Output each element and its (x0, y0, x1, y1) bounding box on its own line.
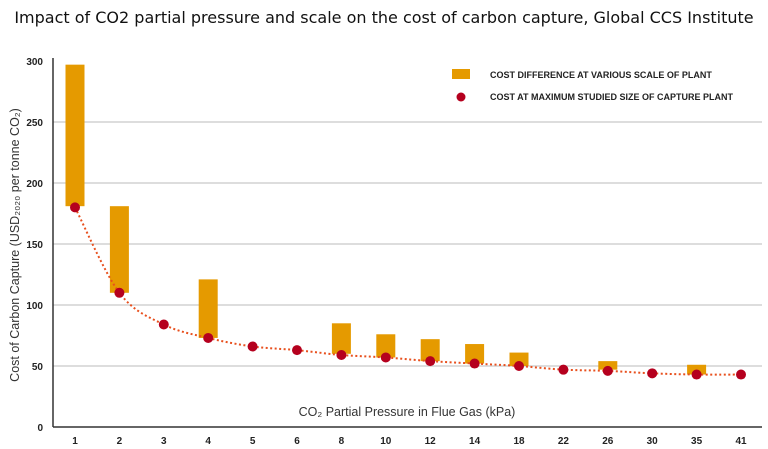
range-bar (65, 64, 85, 207)
range-bar (465, 344, 485, 364)
legend-label: COST AT MAXIMUM STUDIED SIZE OF CAPTURE … (490, 92, 733, 102)
y-tick-label: 300 (26, 57, 43, 68)
y-tick-label: 250 (26, 118, 43, 129)
range-bar (198, 279, 218, 338)
range-bar (331, 323, 351, 354)
range-bar (376, 334, 396, 358)
trendline (74, 206, 742, 376)
data-point (336, 350, 347, 361)
x-tick-label: 18 (513, 436, 525, 447)
x-tick-label: 26 (602, 436, 614, 447)
legend-label: COST DIFFERENCE AT VARIOUS SCALE OF PLAN… (490, 70, 712, 80)
y-tick-label: 150 (26, 240, 43, 251)
x-tick-label: 22 (558, 436, 570, 447)
x-tick-label: 8 (339, 436, 345, 447)
data-point (425, 356, 436, 367)
x-tick-label: 3 (161, 436, 167, 447)
x-tick-label: 41 (735, 436, 747, 447)
data-point (514, 361, 524, 371)
data-point (691, 369, 702, 380)
x-tick-label: 35 (691, 436, 703, 447)
range-bar (109, 206, 129, 293)
x-tick-label: 30 (647, 436, 659, 447)
y-axis-label: Cost of Carbon Capture (USD₂₀₂₀ per tonn… (8, 108, 22, 382)
x-tick-label: 4 (205, 436, 211, 447)
data-point (292, 345, 302, 356)
x-tick-label: 1 (72, 436, 78, 447)
y-tick-label: 200 (26, 179, 43, 190)
data-point (647, 368, 658, 379)
x-tick-label: 12 (425, 436, 437, 447)
range-bar (420, 339, 440, 362)
data-point (114, 287, 125, 298)
x-tick-label: 14 (469, 436, 481, 447)
x-tick-label: 10 (380, 436, 392, 447)
data-point (736, 369, 746, 380)
data-point (203, 332, 214, 343)
data-point (380, 352, 391, 363)
x-axis-label: CO₂ Partial Pressure in Flue Gas (kPa) (299, 405, 516, 419)
legend-swatch-point (456, 92, 466, 102)
y-tick-label: 50 (32, 362, 44, 373)
range-bar (509, 352, 529, 366)
chart-title: Impact of CO2 partial pressure and scale… (14, 8, 754, 27)
x-tick-label: 6 (294, 436, 300, 447)
data-point (469, 358, 480, 369)
data-point (70, 202, 80, 213)
y-tick-label: 100 (26, 301, 43, 312)
x-tick-label: 5 (250, 436, 256, 447)
y-tick-label: 0 (37, 423, 43, 434)
range-bar (598, 361, 618, 370)
data-point (247, 341, 258, 352)
data-point (158, 319, 169, 330)
data-point (558, 364, 569, 375)
data-point (602, 365, 613, 376)
x-tick-label: 2 (117, 436, 123, 447)
legend-swatch-range-bar (452, 69, 470, 79)
